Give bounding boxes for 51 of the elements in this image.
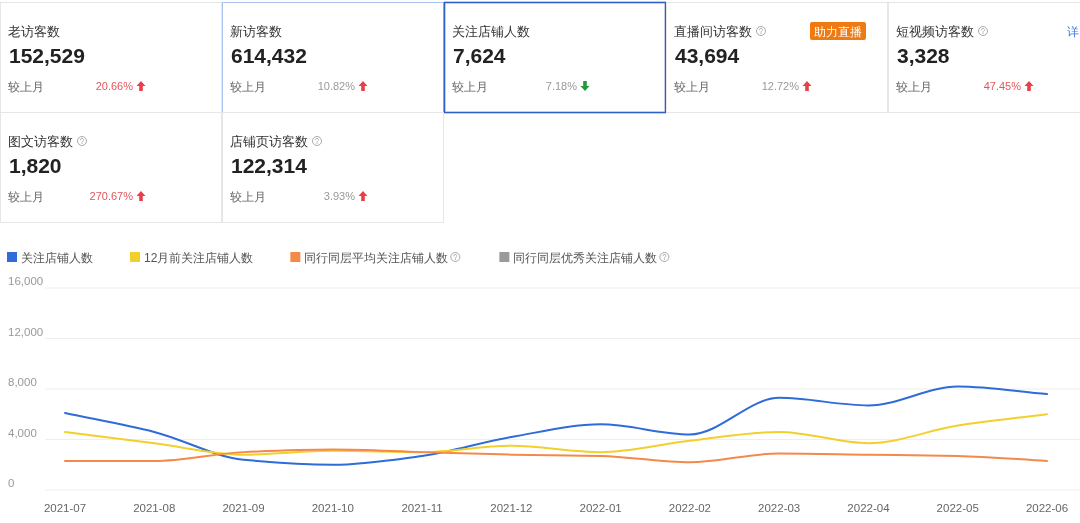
data-label: 1,820: [9, 154, 62, 177]
y-tick-label: 12,000: [8, 325, 44, 338]
x-tick-label: 2022-05: [936, 502, 979, 514]
y-tick-label: 16,000: [8, 275, 44, 287]
data-label: 122,314: [231, 154, 308, 177]
x-tick-label: 2021-11: [401, 502, 443, 514]
text: 较上月: [230, 190, 266, 204]
legend-label: 12月前关注店铺人数: [144, 250, 254, 265]
data-label: 270.67%: [89, 190, 134, 202]
x-tick-label: 2022-06: [1025, 502, 1069, 514]
data-label: 3.93%: [323, 190, 356, 202]
category-label: 店铺页访客数: [230, 134, 308, 149]
category-label: 老访客数: [8, 24, 60, 39]
data-label: 3,328: [897, 44, 950, 67]
y-tick-label: 4,000: [8, 426, 37, 439]
data-label: 10.82%: [317, 80, 356, 92]
x-tick-label: 2021-10: [311, 502, 354, 514]
text: 较上月: [674, 80, 710, 94]
category-label: 直播间访客数: [674, 24, 752, 39]
data-label: 47.45%: [983, 80, 1022, 92]
category-label: 短视频访客数: [896, 24, 974, 39]
category-label: 关注店铺人数: [452, 24, 530, 39]
x-tick-label: 2022-01: [579, 502, 622, 514]
category-label: 新访客数: [230, 24, 282, 39]
text: 较上月: [896, 80, 932, 94]
y-tick-label: 8,000: [8, 376, 37, 388]
legend-label: 关注店铺人数: [21, 250, 93, 265]
data-label: 12.72%: [761, 80, 800, 92]
x-tick-label: 2021-09: [222, 502, 265, 514]
text: 详: [1067, 25, 1079, 39]
x-tick-label: 2021-08: [133, 502, 176, 514]
data-label: 20.66%: [95, 80, 134, 92]
data-label: 7,624: [453, 44, 506, 67]
data-label: 43,694: [675, 44, 740, 67]
y-tick-label: 0: [8, 477, 15, 489]
x-tick-label: 2022-02: [668, 502, 712, 514]
x-tick-label: 2022-03: [758, 502, 801, 514]
data-label: 7.18%: [545, 80, 578, 92]
legend-label: 同行同层优秀关注店铺人数: [513, 250, 658, 265]
legend-label: 同行同层平均关注店铺人数: [304, 250, 449, 265]
x-tick-label: 2021-07: [43, 502, 87, 514]
category-label: 图文访客数: [8, 134, 73, 149]
text: 较上月: [452, 80, 488, 94]
text: 助力直播: [814, 24, 862, 39]
x-tick-label: 2021-12: [490, 502, 533, 514]
x-tick-label: 2022-04: [847, 502, 891, 514]
data-label: 614,432: [231, 44, 307, 67]
data-label: 152,529: [9, 44, 85, 67]
text: 较上月: [8, 190, 44, 204]
text: 较上月: [230, 80, 266, 94]
text: 较上月: [8, 80, 44, 94]
